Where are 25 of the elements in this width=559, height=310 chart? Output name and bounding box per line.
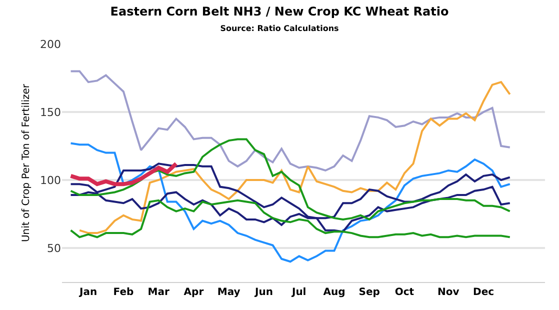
chart-title: Eastern Corn Belt NH3 / New Crop KC Wheat Ratio: [110, 4, 449, 18]
y-tick-label: 200: [40, 38, 61, 51]
y-tick-label: 50: [47, 242, 61, 255]
x-tick-label: Oct: [394, 287, 414, 298]
x-tick-label: Jul: [290, 287, 306, 298]
x-tick-label: Jun: [254, 287, 273, 298]
line-series: [70, 199, 511, 238]
line-series: [70, 142, 511, 263]
y-axis-title: Unit of Crop Per Ton of Fertilizer: [21, 83, 32, 242]
line-series: [68, 162, 178, 186]
x-tick-label: Mar: [148, 287, 170, 298]
line-series: [70, 138, 511, 220]
x-tick-label: Jan: [78, 287, 98, 298]
x-tick-label: Aug: [323, 287, 346, 298]
x-tick-label: Nov: [438, 287, 460, 298]
line-series: [78, 81, 511, 234]
y-tick-label: 150: [40, 106, 61, 119]
x-tick-label: Apr: [184, 287, 204, 298]
chart-subtitle: Source: Ratio Calculations: [220, 24, 340, 34]
x-tick-label: May: [217, 287, 241, 298]
x-tick-label: Sep: [358, 287, 380, 298]
x-tick-label: Dec: [473, 287, 494, 298]
y-tick-label: 100: [40, 174, 61, 187]
x-tick-label: Feb: [113, 287, 134, 298]
line-series: [70, 70, 511, 172]
